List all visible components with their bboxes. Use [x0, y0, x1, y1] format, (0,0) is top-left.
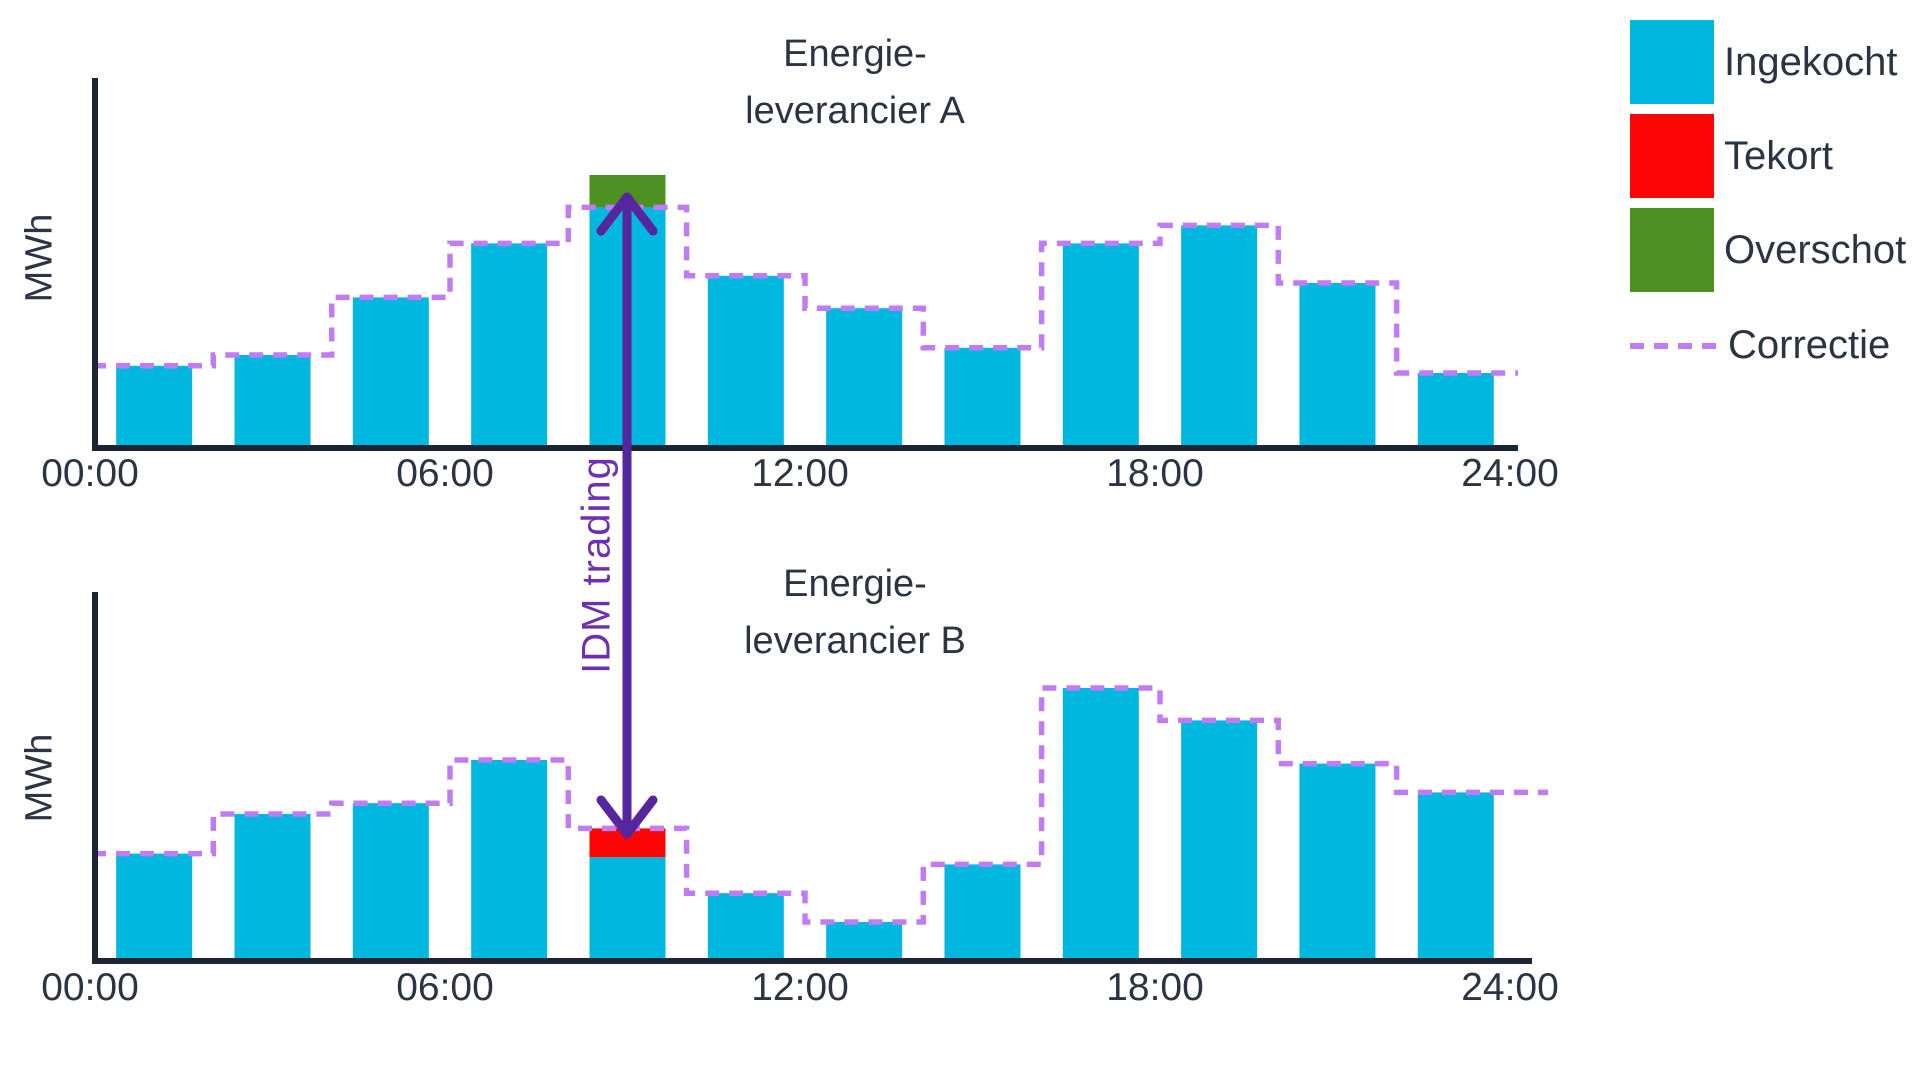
legend-item-ingekocht: Ingekocht	[1630, 20, 1897, 104]
chart-b-bar-ingekocht	[1062, 688, 1139, 958]
legend-item-correctie: Correctie	[1630, 323, 1890, 368]
chart-a-bar-ingekocht	[1417, 373, 1494, 445]
chart-a-correctie-line	[92, 204, 1518, 376]
chart-a-y-axis-label: MWh	[18, 213, 61, 303]
chart-a-bar-ingekocht	[1181, 225, 1258, 445]
chart-a-tick-1200: 12:00	[751, 452, 849, 495]
chart-a-tick-0600: 06:00	[396, 452, 494, 495]
chart-a-bar-ingekocht	[707, 275, 784, 445]
chart-b-y-axis-label: MWh	[18, 733, 61, 823]
chart-a-bar-ingekocht	[1299, 283, 1376, 445]
chart-b-tick-1800: 18:00	[1106, 966, 1204, 1009]
chart-b-y-axis	[92, 592, 98, 964]
chart-a-title-line2: leverancier A	[745, 90, 965, 132]
chart-b-bar-ingekocht	[1181, 720, 1258, 958]
chart-a-bar-ingekocht	[471, 243, 548, 445]
chart-b-bar-ingekocht	[707, 893, 784, 958]
legend-item-tekort: Tekort	[1630, 114, 1833, 198]
chart-a-x-tick-row: 00:00 06:00 12:00 18:00 24:00	[0, 452, 1920, 502]
chart-a-y-axis	[92, 78, 98, 451]
chart-a-title: Energie- leverancier A	[745, 26, 965, 140]
chart-b-x-tick-row: 00:00 06:00 12:00 18:00 24:00	[0, 966, 1920, 1016]
chart-b-x-axis	[92, 958, 1532, 964]
chart-b-tick-2400: 24:00	[1461, 966, 1559, 1009]
chart-a-bar-ingekocht	[826, 308, 903, 445]
chart-b-correctie-line	[92, 685, 1548, 925]
chart-a-x-axis	[92, 445, 1518, 451]
chart-a-bar-ingekocht	[944, 347, 1021, 445]
chart-a-tick-0000: 00:00	[41, 452, 139, 495]
chart-b-tick-0600: 06:00	[396, 966, 494, 1009]
chart-b-bar-ingekocht	[1417, 792, 1494, 958]
chart-b-tick-0000: 00:00	[41, 966, 139, 1009]
tekort-swatch-icon	[1630, 114, 1714, 198]
overschot-swatch-icon	[1630, 208, 1714, 292]
chart-a-bar-ingekocht	[234, 355, 311, 445]
chart-b-bar-ingekocht	[826, 922, 903, 958]
legend-label-ingekocht: Ingekocht	[1724, 39, 1898, 84]
chart-a-bar-ingekocht	[352, 297, 429, 445]
chart-b-bar-ingekocht	[471, 760, 548, 958]
chart-a-bar-ingekocht	[116, 365, 193, 445]
correctie-dashed-line-icon	[1630, 342, 1718, 349]
chart-a-bar-ingekocht	[1062, 243, 1139, 445]
legend-item-overschot: Overschot	[1630, 208, 1906, 292]
chart-a-tick-1800: 18:00	[1106, 452, 1204, 495]
legend-label-correctie: Correctie	[1728, 323, 1891, 367]
chart-b-bar-ingekocht	[1299, 763, 1376, 958]
legend-label-overschot: Overschot	[1724, 227, 1907, 272]
idm-trading-arrowhead-up-icon	[596, 192, 658, 236]
chart-b-title-line2: leverancier B	[744, 620, 966, 662]
idm-trading-arrowhead-down-icon	[596, 795, 658, 839]
chart-b-bar-ingekocht	[589, 857, 666, 958]
chart-b-title-line1: Energie-	[783, 563, 927, 605]
chart-b-tick-1200: 12:00	[751, 966, 849, 1009]
chart-b-bar-ingekocht	[352, 803, 429, 958]
chart-b-bar-ingekocht	[234, 814, 311, 958]
chart-b-bar-ingekocht	[944, 864, 1021, 958]
idm-trading-label: IDM trading	[574, 456, 619, 674]
chart-a-title-line1: Energie-	[783, 33, 927, 75]
chart-a-tick-2400: 24:00	[1461, 452, 1559, 495]
legend-label-tekort: Tekort	[1724, 133, 1833, 178]
chart-b-title: Energie- leverancier B	[744, 556, 966, 670]
ingekocht-swatch-icon	[1630, 20, 1714, 104]
chart-b-bar-ingekocht	[116, 853, 193, 958]
